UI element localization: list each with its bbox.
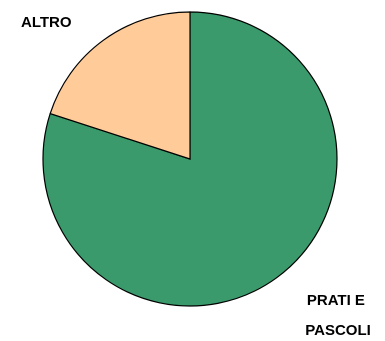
slice-label-prati-e-pascoli-line-2: PASCOLI [305,322,371,339]
pie-slices [42,11,338,307]
slice-label-altro-line-1: ALTRO [21,14,72,31]
slice-label-altro: ALTRO [21,14,72,31]
slice-label-prati-e-pascoli: PRATI E PASCOLI [305,292,371,339]
slice-label-prati-e-pascoli-line-1: PRATI E [307,292,365,309]
pie-slice-altro [49,11,191,160]
